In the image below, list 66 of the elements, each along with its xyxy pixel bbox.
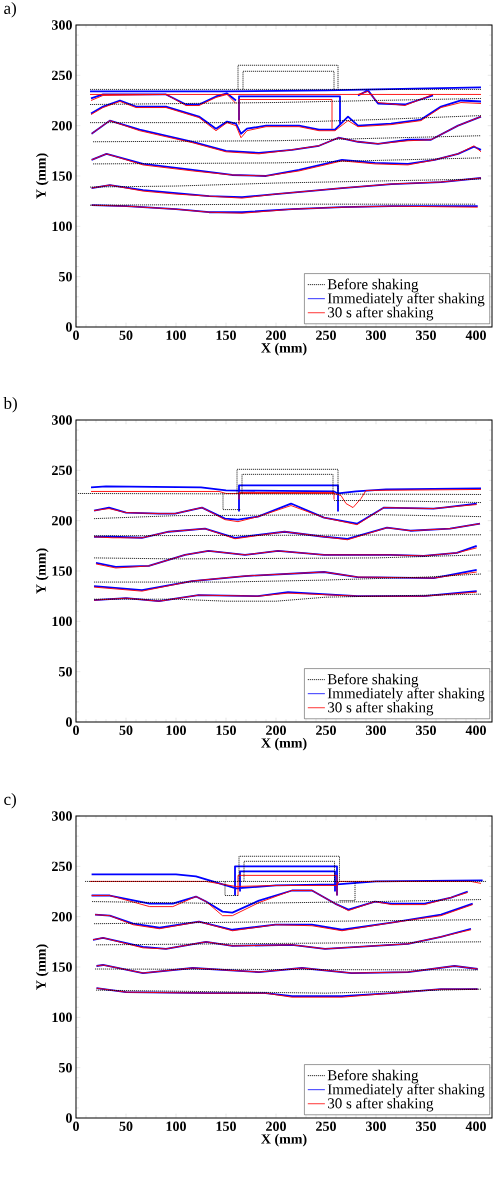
y-tick-label: 200 [52, 911, 72, 922]
x-axis-title: X (mm) [261, 737, 307, 751]
chart-title: b) [3, 397, 17, 413]
legend-label: Before shaking [327, 1069, 419, 1084]
x-tick-label: 350 [416, 330, 436, 340]
x-tick-label: 300 [366, 725, 386, 735]
x-tick-label: 200 [266, 1121, 286, 1131]
y-axis-title: Y (mm) [35, 153, 49, 199]
y-tick-label: 0 [66, 1113, 72, 1123]
y-axis-title: Y (mm) [35, 548, 49, 594]
x-tick-label: 150 [216, 725, 236, 735]
x-tick-label: 300 [366, 1121, 386, 1131]
x-tick-label: 0 [73, 330, 79, 340]
y-tick-label: 150 [52, 962, 72, 972]
legend-label: 30 s after shaking [328, 306, 434, 321]
y-tick-label: 200 [52, 515, 72, 526]
y-tick-label: 150 [52, 566, 72, 576]
y-tick-label: 150 [52, 171, 72, 181]
legend-label: 30 s after shaking [328, 701, 434, 716]
y-tick-label: 250 [52, 465, 72, 476]
legend-label: Immediately after shaking [327, 292, 485, 307]
y-tick-label: 0 [66, 322, 72, 332]
y-tick-label: 50 [59, 666, 72, 677]
x-tick-label: 150 [216, 330, 236, 340]
y-tick-label: 100 [52, 221, 72, 232]
x-axis-title: X (mm) [261, 1133, 307, 1147]
legend-label: Before shaking [327, 278, 419, 293]
x-tick-label: 50 [119, 725, 133, 735]
x-tick-label: 100 [166, 1121, 186, 1131]
legend-label: 30 s after shaking [328, 1097, 434, 1112]
y-tick-label: 100 [52, 1012, 72, 1023]
x-tick-label: 50 [119, 1121, 133, 1131]
x-tick-label: 150 [216, 1121, 236, 1131]
y-tick-label: 250 [52, 70, 72, 81]
x-tick-label: 250 [316, 330, 336, 340]
legend-label: Immediately after shaking [327, 687, 485, 702]
y-tick-label: 300 [52, 811, 72, 821]
legend-label: Before shaking [327, 673, 419, 688]
x-tick-label: 300 [366, 330, 386, 340]
legend-label: Immediately after shaking [327, 1083, 485, 1098]
x-axis-title: X (mm) [261, 342, 307, 356]
y-tick-label: 250 [52, 861, 72, 872]
y-tick-label: 50 [59, 1062, 72, 1073]
y-tick-label: 100 [52, 616, 72, 627]
x-tick-label: 200 [266, 330, 286, 340]
chart-title: c) [4, 793, 16, 809]
x-tick-label: 250 [316, 1121, 336, 1131]
x-tick-label: 100 [166, 725, 186, 735]
y-tick-label: 0 [66, 717, 72, 727]
x-tick-label: 400 [465, 330, 486, 340]
y-tick-label: 300 [52, 415, 72, 425]
x-tick-label: 100 [166, 330, 186, 340]
x-tick-label: 400 [465, 725, 486, 735]
y-tick-label: 200 [52, 120, 72, 131]
chart-title: a) [4, 2, 16, 18]
x-tick-label: 400 [465, 1121, 486, 1131]
x-tick-label: 0 [73, 1121, 79, 1131]
x-tick-label: 0 [73, 725, 79, 735]
x-tick-label: 200 [266, 725, 286, 735]
x-tick-label: 250 [316, 725, 336, 735]
x-tick-label: 350 [416, 725, 436, 735]
x-tick-label: 350 [416, 1121, 436, 1131]
y-tick-label: 50 [59, 271, 72, 282]
x-tick-label: 50 [119, 330, 133, 340]
y-axis-title: Y (mm) [35, 944, 49, 990]
y-tick-label: 300 [52, 20, 72, 30]
